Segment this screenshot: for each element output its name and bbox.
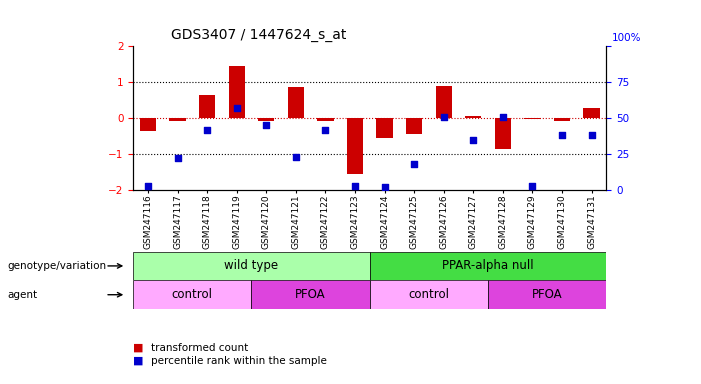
Bar (370, 252, 606, 280)
Bar (406, 118, 422, 134)
Point (497, 114, 508, 120)
Text: PPAR-alpha null: PPAR-alpha null (442, 260, 534, 272)
Bar (435, 86, 452, 118)
Text: wild type: wild type (224, 260, 278, 272)
Bar (495, 118, 511, 149)
Point (231, 105, 243, 111)
Bar (370, 280, 488, 309)
Bar (133, 280, 252, 309)
Text: genotype/variation: genotype/variation (7, 261, 106, 271)
Text: agent: agent (7, 290, 37, 300)
Bar (524, 118, 540, 119)
Point (527, 183, 538, 189)
Point (201, 127, 212, 133)
Bar (318, 118, 334, 121)
Text: transformed count: transformed count (151, 343, 248, 353)
Bar (583, 108, 600, 118)
Text: ■: ■ (133, 356, 144, 366)
Bar (252, 280, 370, 309)
Text: ■: ■ (133, 343, 144, 353)
Point (468, 137, 479, 143)
Point (438, 114, 449, 120)
Text: control: control (409, 288, 449, 301)
Bar (376, 118, 393, 138)
Point (142, 183, 154, 189)
Point (172, 155, 183, 161)
Text: PFOA: PFOA (295, 288, 326, 301)
Point (379, 184, 390, 190)
Bar (488, 280, 606, 309)
Bar (347, 118, 363, 174)
Bar (554, 118, 570, 121)
Point (349, 183, 360, 189)
Bar (465, 116, 482, 118)
Bar (133, 252, 370, 280)
Point (557, 132, 568, 139)
Bar (199, 95, 215, 118)
Text: GDS3407 / 1447624_s_at: GDS3407 / 1447624_s_at (171, 28, 346, 42)
Bar (287, 88, 304, 118)
Text: control: control (172, 288, 213, 301)
Point (261, 122, 272, 128)
Bar (170, 118, 186, 121)
Bar (229, 66, 245, 118)
Point (320, 127, 331, 133)
Text: percentile rank within the sample: percentile rank within the sample (151, 356, 327, 366)
Point (290, 154, 301, 160)
Point (409, 161, 420, 167)
Bar (139, 118, 156, 131)
Point (586, 132, 597, 139)
Bar (258, 118, 274, 121)
Text: 100%: 100% (612, 33, 641, 43)
Text: PFOA: PFOA (532, 288, 562, 301)
